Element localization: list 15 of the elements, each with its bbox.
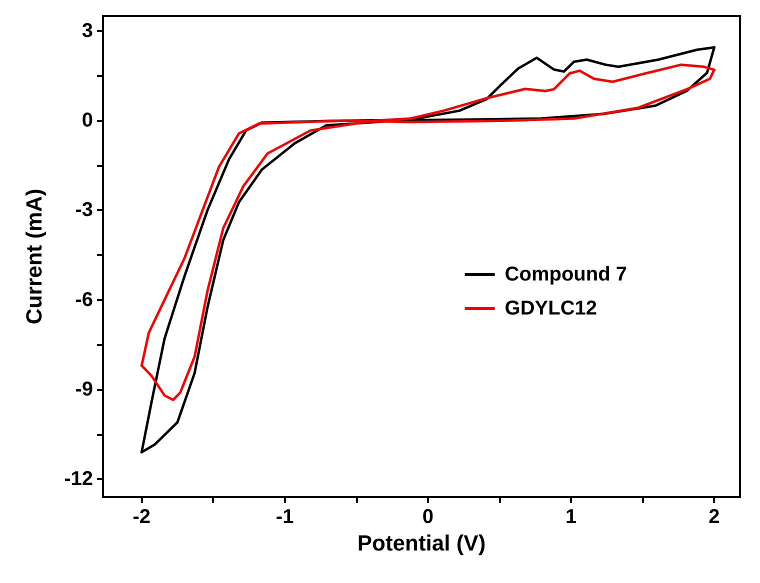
x-tick-label: 1 [566,506,577,528]
y-axis-title: Current (mA) [22,188,46,324]
x-axis-title: Potential (V) [357,530,486,556]
x-tick-label: 2 [708,506,720,528]
x-tick-label: 0 [422,506,434,528]
y-tick-label: -12 [64,468,93,490]
y-tick-label: 3 [82,20,93,42]
y-tick-label: 0 [82,110,93,132]
y-tick-label: -9 [75,378,93,400]
legend-label: Compound 7 [504,264,628,286]
x-tick-label: -1 [276,506,294,528]
y-tick-label: -3 [75,199,93,222]
x-tick-label: -2 [132,506,151,528]
legend-label: GDYLC12 [504,298,598,320]
y-tick-label: -6 [75,288,93,311]
